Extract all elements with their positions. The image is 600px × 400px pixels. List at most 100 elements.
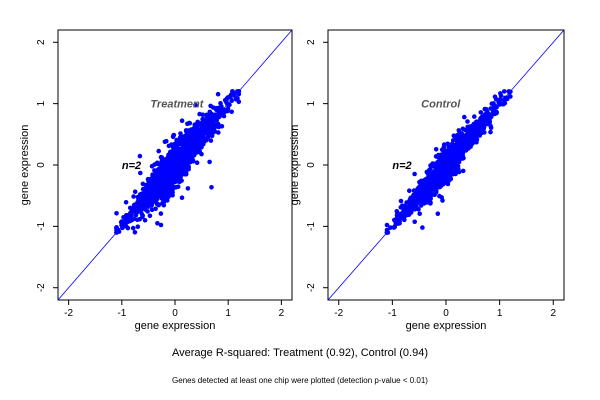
data-point: [153, 197, 159, 202]
n-annotation: n=2: [392, 160, 411, 172]
data-point: [219, 124, 225, 129]
data-point: [161, 182, 166, 187]
data-point: [173, 163, 178, 169]
data-point: [157, 176, 163, 182]
data-point: [165, 198, 170, 203]
data-point: [482, 106, 488, 112]
data-point: [398, 198, 404, 204]
data-point: [179, 178, 184, 183]
data-point: [178, 131, 183, 136]
data-point: [175, 184, 181, 189]
data-point: [201, 135, 206, 140]
data-point: [155, 221, 160, 226]
y-tick-label: 2: [306, 39, 317, 45]
data-points: [114, 89, 242, 235]
data-point: [186, 164, 191, 170]
y-axis-label: gene expression: [289, 125, 301, 206]
reference-line: [328, 30, 564, 300]
data-point: [502, 89, 507, 94]
detection-footnote: Genes detected at least one chip were pl…: [172, 376, 428, 385]
data-point: [130, 225, 136, 231]
data-point: [453, 137, 459, 142]
data-point: [149, 207, 155, 212]
data-point: [227, 94, 232, 100]
data-point: [438, 160, 444, 166]
data-point: [207, 159, 212, 165]
data-point: [417, 184, 422, 189]
data-point: [150, 189, 156, 194]
data-point: [388, 225, 393, 230]
data-point: [460, 156, 466, 161]
data-point: [184, 157, 189, 163]
data-point: [179, 160, 184, 165]
n-annotation: n=2: [122, 160, 141, 172]
data-point: [123, 200, 129, 205]
data-point: [396, 215, 401, 220]
data-point: [160, 161, 166, 166]
data-point: [195, 119, 200, 125]
data-point: [166, 166, 171, 172]
data-point: [460, 126, 466, 132]
data-point: [158, 154, 164, 160]
treatment-panel: -2 -1 0 1 2 -2 -1 0 1 2 gene expression gene expres…: [19, 29, 293, 332]
data-point: [161, 202, 167, 208]
data-point: [425, 191, 431, 196]
data-point: [456, 159, 461, 165]
data-point: [174, 139, 179, 145]
data-point: [480, 126, 486, 131]
data-point: [407, 188, 412, 193]
data-point: [412, 171, 417, 177]
data-point: [214, 107, 219, 113]
data-point: [182, 172, 188, 177]
data-point: [190, 138, 196, 143]
group-annotation: Treatment: [150, 99, 204, 111]
data-point: [172, 179, 178, 185]
data-point: [235, 96, 240, 101]
data-point: [140, 186, 146, 192]
data-point: [208, 103, 213, 109]
data-point: [171, 132, 177, 138]
data-point: [198, 123, 203, 128]
x-tick-label: -2: [64, 308, 73, 319]
y-tick-label: 0: [36, 162, 47, 168]
data-point: [138, 170, 143, 176]
data-point: [432, 182, 438, 187]
data-point: [158, 165, 164, 170]
data-point: [384, 222, 390, 228]
data-point: [127, 205, 133, 211]
data-point: [167, 189, 173, 194]
data-point: [441, 142, 447, 147]
data-point: [164, 138, 169, 144]
data-point: [410, 194, 416, 200]
data-point: [142, 205, 148, 210]
data-point: [160, 193, 166, 198]
data-point: [428, 164, 434, 169]
data-point: [449, 141, 455, 147]
data-point: [197, 111, 202, 117]
data-point: [227, 102, 232, 108]
data-point: [230, 89, 235, 94]
data-point: [460, 168, 466, 174]
y-tick-label: 1: [36, 100, 47, 106]
data-point: [150, 197, 155, 202]
data-point: [432, 192, 438, 198]
data-point: [125, 225, 131, 231]
data-point: [156, 148, 161, 154]
data-point: [478, 121, 484, 126]
data-point: [487, 119, 493, 124]
data-point: [416, 190, 422, 195]
x-tick-label: -2: [334, 308, 343, 319]
data-point: [229, 98, 234, 104]
x-tick-label: 0: [172, 308, 178, 319]
data-point: [218, 101, 223, 106]
data-point: [147, 213, 153, 219]
data-point: [145, 209, 150, 214]
data-point: [156, 202, 161, 208]
data-point: [121, 215, 126, 220]
data-point: [179, 195, 185, 200]
data-point: [137, 196, 143, 202]
y-tick-label: -2: [36, 283, 47, 292]
data-point: [433, 162, 438, 168]
data-point: [401, 207, 407, 213]
data-point: [427, 177, 433, 183]
